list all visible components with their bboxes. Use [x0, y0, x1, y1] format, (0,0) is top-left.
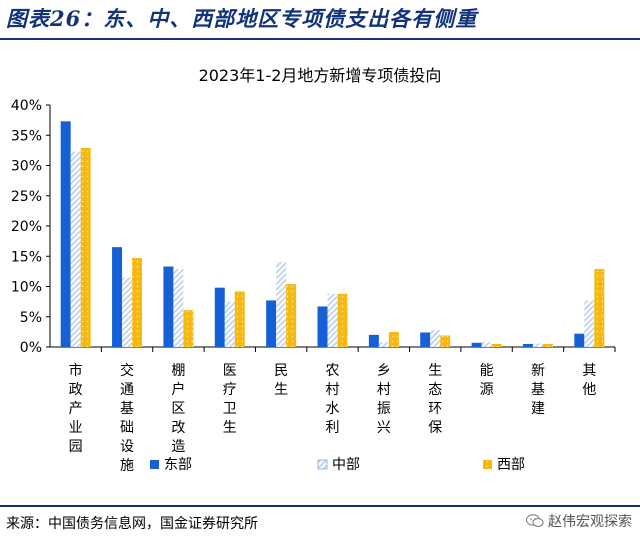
x-tick-label: 能源 [480, 363, 494, 398]
x-tick-label: 棚户区改造 [171, 363, 185, 455]
legend-label: 西部 [497, 457, 525, 473]
bar-中部 [532, 343, 543, 347]
bar-西部 [132, 258, 143, 347]
bar-东部 [522, 343, 533, 347]
chart-title: 2023年1-2月地方新增专项债投向 [199, 66, 442, 85]
bar-中部 [122, 277, 133, 347]
bar-中部 [430, 330, 441, 347]
bar-西部 [491, 343, 502, 347]
legend-swatch [483, 460, 492, 469]
title-divider [0, 38, 640, 40]
y-tick-label: 0% [20, 340, 42, 356]
legend-swatch [150, 460, 159, 469]
y-tick-label: 40% [11, 98, 42, 114]
bar-中部 [378, 342, 389, 347]
y-tick-label: 5% [20, 310, 42, 326]
bar-西部 [234, 291, 245, 347]
bar-中部 [224, 301, 235, 347]
y-tick-label: 25% [11, 189, 42, 205]
bar-东部 [471, 342, 482, 347]
bar-中部 [584, 300, 595, 347]
bar-东部 [420, 332, 431, 347]
x-tick-label: 其他 [582, 363, 596, 398]
bar-东部 [368, 334, 379, 347]
x-tick-label: 市政产业园 [69, 362, 83, 455]
bar-chart: 2023年1-2月地方新增专项债投向 0% 5% 10% 15% 20% 25% 30% 35… [11, 66, 616, 474]
bar-中部 [327, 293, 338, 347]
watermark: 赵伟宏观探索 [526, 511, 632, 531]
bar-西部 [594, 268, 605, 347]
y-tick-label: 20% [11, 219, 42, 235]
y-tick-label: 15% [11, 249, 42, 265]
legend-label: 东部 [164, 457, 192, 473]
y-tick-label: 30% [11, 159, 42, 175]
bar-中部 [173, 268, 184, 347]
x-tick-label: 交通基础设施 [120, 362, 134, 474]
legend-swatch [317, 459, 328, 470]
watermark-text: 赵伟宏观探索 [548, 514, 632, 530]
x-tick-label: 生态环保 [428, 363, 442, 436]
bar-西部 [542, 343, 553, 347]
y-tick-label: 35% [11, 128, 42, 144]
bar-中部 [276, 261, 287, 347]
bar-西部 [183, 310, 194, 347]
bar-东部 [317, 306, 328, 347]
x-tick-label: 乡村振兴 [377, 363, 391, 436]
bar-西部 [440, 335, 451, 347]
bar-东部 [214, 287, 225, 347]
y-tick-label: 10% [11, 280, 42, 296]
bar-东部 [574, 333, 585, 347]
x-tick-label: 民生 [274, 363, 288, 398]
bar-东部 [266, 300, 277, 347]
footer-divider [0, 505, 640, 507]
bar-西部 [286, 284, 297, 347]
bar-中部 [70, 151, 81, 347]
bar-东部 [60, 121, 71, 348]
bar-东部 [112, 247, 123, 347]
x-tick-label: 农村水利 [326, 363, 340, 436]
source-note: 来源：中国债务信息网，国金证券研究所 [6, 516, 258, 532]
bar-中部 [481, 342, 492, 347]
bar-西部 [80, 147, 91, 347]
wechat-icon [526, 514, 544, 528]
bar-东部 [163, 266, 174, 347]
figure-title: 图表26：东、中、西部地区专项债支出各有侧重 [6, 6, 478, 31]
bar-西部 [388, 331, 399, 347]
bar-西部 [337, 293, 348, 347]
x-tick-label: 医疗卫生 [223, 363, 237, 436]
legend-label: 中部 [332, 457, 360, 473]
x-tick-label: 新基建 [531, 363, 545, 417]
